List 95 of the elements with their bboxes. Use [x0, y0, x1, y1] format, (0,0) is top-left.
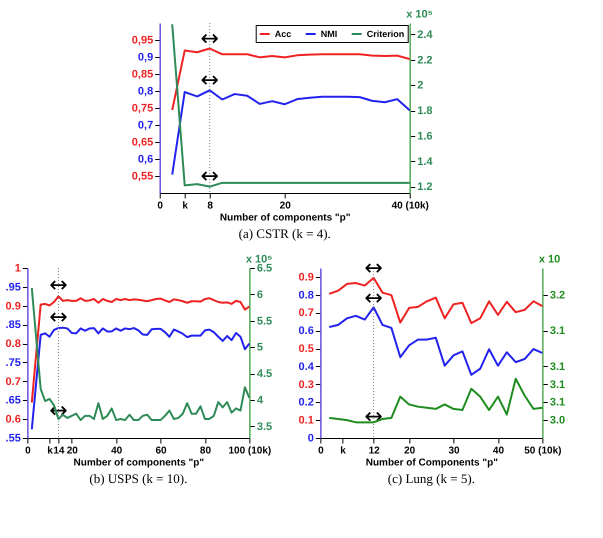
- y2-tick-label: 5.5: [256, 315, 272, 328]
- y-tick-label: 0.4: [298, 360, 315, 373]
- annotation: ↔: [364, 286, 383, 311]
- line-series: [171, 48, 411, 112]
- line-series: [328, 378, 544, 424]
- y-tick-label: 0: [308, 432, 314, 444]
- text: (a) CSTR (k = 4).: [238, 226, 331, 241]
- x-tick-label: 20: [280, 200, 292, 212]
- x-tick-label: k: [47, 446, 54, 456]
- x-tick-label: k: [182, 200, 188, 212]
- y-tick-label: 0,75: [132, 102, 154, 114]
- y2-tick-label: 1.6: [417, 130, 433, 142]
- y2-tick-label: 3.1: [550, 360, 566, 373]
- y-tick-label: 0.3: [298, 378, 314, 391]
- y-tick-label: .55: [6, 432, 21, 444]
- legend-label: Acc: [274, 29, 292, 39]
- y-tick-label: .75: [6, 356, 21, 369]
- x-tick-label: 20: [404, 446, 416, 456]
- text: (c) Lung (k = 5).: [388, 471, 475, 486]
- y-tick-label: 0.8: [6, 338, 21, 350]
- x-tick-label: 100 (10k): [228, 446, 272, 456]
- y2-tick-label: 2: [417, 80, 424, 92]
- y-tick-label: 0,95: [132, 34, 154, 46]
- x-tick-label: 80: [200, 446, 212, 456]
- y-tick-label: 0.6: [6, 414, 21, 426]
- y2-tick-label: 4.5: [256, 368, 272, 380]
- line-series: [30, 326, 250, 430]
- y-tick-label: 0,9: [138, 52, 154, 64]
- x-tick-label: 0: [157, 200, 164, 212]
- x-tick-label: 0: [318, 446, 324, 456]
- y-tick-label: 0.9: [298, 271, 314, 284]
- x-tick-label: 60: [155, 446, 168, 456]
- y-tick-label: 0.6: [298, 325, 314, 338]
- y2-tick-label: 4: [256, 394, 264, 406]
- x-tick-label: 50 (10k): [524, 446, 562, 456]
- y-tick-label: .65: [6, 394, 21, 407]
- y-tick-label: 0.7: [298, 307, 314, 320]
- legend-label: Criterion: [366, 29, 404, 39]
- y-tick-label: .85: [6, 319, 21, 332]
- y-tick-label: 0.2: [298, 396, 314, 409]
- y-tick-label: 0.9: [6, 300, 21, 312]
- y2-tick-label: 3.1: [550, 325, 566, 338]
- y-tick-label: 0,7: [138, 120, 154, 132]
- line-series: [30, 295, 250, 404]
- annotation: ↔: [364, 404, 383, 430]
- annotation: ↔: [200, 68, 219, 93]
- y-tick-label: 1: [14, 262, 21, 274]
- y2-tick-label: 1.4: [417, 156, 434, 168]
- annotation: ↔: [49, 304, 68, 330]
- y2-axis-title: x 10: [538, 254, 560, 266]
- line-series: [171, 23, 411, 188]
- y-tick-label: 0,65: [132, 136, 154, 148]
- x-tick-label: 12: [368, 446, 380, 456]
- y-tick-label: 0,85: [132, 68, 154, 80]
- x-axis-title: Number of components "p": [220, 212, 351, 224]
- annotation: ↔: [364, 256, 383, 281]
- y-tick-label: .95: [6, 281, 21, 294]
- y-tick-label: 0.1: [298, 414, 314, 427]
- y-tick-label: 0.8: [298, 289, 314, 302]
- x-tick-label: 14: [53, 446, 65, 456]
- y2-tick-label: 1.2: [417, 181, 433, 194]
- legend-label: NMI: [320, 29, 338, 39]
- text: (b) USPS (k = 10).: [89, 471, 188, 486]
- y2-tick-label: 3.2: [550, 289, 566, 302]
- y-tick-label: 0,6: [138, 154, 154, 166]
- y2-tick-label: 1.8: [417, 105, 433, 118]
- x-tick-label: 40 (10k): [392, 200, 429, 212]
- x-axis-title: Number of Components "p": [366, 458, 498, 468]
- x-tick-label: k: [340, 446, 346, 456]
- annotation: ↔: [200, 26, 219, 52]
- annotation: ↔: [200, 164, 219, 189]
- y-tick-label: 0.5: [298, 343, 314, 356]
- line-series: [328, 306, 544, 376]
- line-series: [328, 276, 544, 324]
- x-tick-label: 40: [111, 446, 123, 456]
- y-tick-label: 0,8: [138, 86, 154, 98]
- y2-tick-label: 2.4: [417, 28, 434, 41]
- y2-tick-label: 3.5: [256, 420, 272, 433]
- y2-tick-label: 3.0: [550, 414, 566, 427]
- y2-tick-label: 3.1: [550, 396, 566, 409]
- x-tick-label: 20: [66, 446, 78, 456]
- y2-tick-label: 3.1: [550, 378, 566, 391]
- x-tick-label: 0: [25, 446, 32, 456]
- y-tick-label: 0.7: [6, 376, 21, 388]
- x-tick-label: 8: [207, 200, 214, 212]
- annotation: ↔: [49, 273, 68, 298]
- y2-tick-label: 6.5: [256, 262, 272, 274]
- y-tick-label: 0,55: [132, 170, 154, 182]
- x-tick-label: 30: [448, 446, 460, 456]
- y2-tick-label: 5: [256, 342, 263, 354]
- x-axis-title: Number of components "p": [74, 458, 204, 468]
- y2-tick-label: 2.2: [417, 54, 433, 66]
- x-tick-label: 40: [492, 446, 504, 456]
- y2-axis-title: x 10⁵: [406, 8, 433, 20]
- y2-tick-label: 6: [256, 288, 263, 301]
